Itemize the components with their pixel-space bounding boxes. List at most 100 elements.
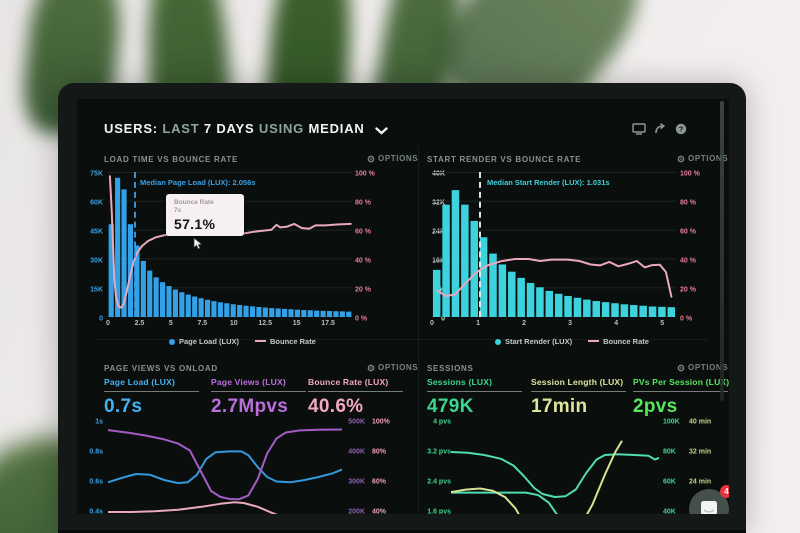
median-annotation-startrender: Median Start Render (LUX): 1.031s (487, 178, 610, 187)
options-button-startrender[interactable]: OPTIONS (677, 154, 728, 163)
help-icon[interactable]: ? (675, 123, 687, 135)
axis-tick-label: 8K (436, 286, 445, 294)
header-users-label: USERS: (104, 121, 158, 136)
axis-tick-label: 40 % (355, 257, 371, 265)
startrender-chart[interactable]: Median Start Render (LUX): 1.031s (432, 172, 676, 317)
legend-line-icon (255, 340, 267, 342)
sessions-chart[interactable] (451, 416, 659, 514)
axis-tick-label: 200K (348, 508, 365, 515)
monitor-icon[interactable] (632, 123, 646, 135)
x-axis-tick-label: 7.5 (197, 320, 208, 327)
dashboard-screen: USERS: LAST 7 DAYS USING MEDIAN (77, 99, 729, 514)
x-axis-tick-label: 12.5 (258, 320, 273, 327)
laptop-base (58, 530, 746, 533)
axis-tick-label: 0 % (355, 315, 368, 323)
legend-startrender: Start Render (LUX) Bounce Rate (495, 337, 649, 346)
axis-tick-label: 500K (348, 418, 365, 426)
loadtime-plot-svg (108, 172, 352, 317)
x-axis-tick-label: 3 (568, 320, 573, 327)
axis-tick-label: 60K (663, 478, 676, 486)
options-button-sessions[interactable]: OPTIONS (677, 363, 728, 372)
axis-tick-label: 80% (372, 448, 387, 456)
median-line-loadtime (133, 172, 136, 317)
axis-tick-label: 100 % (680, 170, 700, 178)
x-axis-tick-label: 5 (660, 320, 665, 327)
period-dropdown[interactable]: USERS: LAST 7 DAYS USING MEDIAN (104, 121, 388, 136)
axis-tick-label: 0.8s (89, 448, 103, 456)
axis-tick-label: 60% (372, 478, 387, 486)
tooltip-subtitle: 7s (174, 207, 182, 215)
axis-tick-label: 100% (372, 418, 390, 426)
x-axis-tick-label: 0 (106, 320, 110, 327)
legend-dot-icon (495, 339, 501, 345)
x-axis-tick-label: 1 (476, 320, 480, 327)
metric-sessions: Sessions (LUX) 479K (427, 377, 527, 418)
svg-text:?: ? (679, 125, 684, 134)
loadtime-chart[interactable]: Median Page Load (LUX): 2.056s (108, 172, 352, 317)
chevron-down-icon (375, 127, 388, 135)
startrender-plot-svg (432, 172, 676, 317)
x-axis-loadtime: 0 2.5 5 7.5 10 12.5 15 17.5 (106, 320, 352, 330)
options-button-loadtime[interactable]: OPTIONS (367, 154, 418, 163)
metric-page-views: Page Views (LUX) 2.7Mpvs (211, 377, 311, 418)
axis-tick-label: 80 % (680, 199, 696, 207)
axis-tick-label: 75K (90, 170, 103, 178)
options-button-pageviews[interactable]: OPTIONS (367, 363, 418, 372)
axis-tick-label: 32K (432, 199, 445, 207)
median-annotation-loadtime: Median Page Load (LUX): 2.056s (140, 178, 256, 187)
header-last-label: LAST (162, 121, 200, 136)
chat-bubble-icon (701, 501, 717, 514)
axis-tick-label: 20 % (355, 286, 371, 294)
analytics-dashboard: USERS: LAST 7 DAYS USING MEDIAN (77, 99, 729, 514)
axis-tick-label: 100 % (355, 170, 375, 178)
axis-tick-label: 3.2 pvs (427, 448, 451, 456)
laptop: USERS: LAST 7 DAYS USING MEDIAN (58, 83, 746, 533)
chat-widget-button[interactable]: 4 (689, 485, 729, 514)
axis-tick-label: 300K (348, 478, 365, 486)
gear-icon (367, 364, 375, 371)
chart-tooltip: Bounce Rate 7s 57.1% (166, 194, 244, 236)
axis-tick-label: 40 min (689, 418, 712, 426)
header-using-label: USING (258, 121, 305, 136)
mouse-cursor-icon (193, 237, 203, 250)
y-axis-left-sessions: 4 pvs 3.2 pvs 2.4 pvs 1.6 pvs (425, 416, 451, 515)
legend-loadtime: Page Load (LUX) Bounce Rate (169, 337, 316, 346)
y-axis-right-loadtime: 100 % 80 % 60 % 40 % 20 % 0 % (355, 170, 385, 323)
share-icon[interactable] (654, 123, 667, 135)
axis-tick-label: 0 % (680, 315, 693, 323)
y-axis-right-k-pageviews: 500K 400K 300K 200K (345, 416, 365, 515)
axis-tick-label: 4 pvs (433, 418, 451, 426)
axis-tick-label: 40 % (680, 257, 696, 265)
panel-divider (418, 147, 419, 514)
axis-tick-label: 24 min (689, 478, 712, 486)
pageviews-plot-svg (108, 428, 342, 514)
axis-tick-label: 60K (90, 199, 103, 207)
axis-tick-label: 0 (99, 315, 103, 323)
axis-tick-label: 60 % (680, 228, 696, 236)
axis-tick-label: 40K (663, 508, 676, 515)
gear-icon (677, 155, 685, 162)
metric-page-load: Page Load (LUX) 0.7s (104, 377, 204, 418)
axis-tick-label: 0 (441, 315, 445, 323)
axis-tick-label: 400K (348, 448, 365, 456)
metric-session-length: Session Length (LUX) 17min (531, 377, 631, 418)
axis-tick-label: 2.4 pvs (427, 478, 451, 486)
y-axis-left-startrender: 40K 32K 24K 16K 8K 0 (425, 171, 445, 323)
y-axis-right-min-sessions: 40 min 32 min 24 min (689, 416, 717, 514)
pageviews-chart[interactable] (108, 416, 342, 514)
tooltip-value: 57.1% (174, 215, 216, 232)
gear-icon (677, 364, 685, 371)
x-axis-tick-label: 4 (614, 320, 619, 327)
header-median-label: MEDIAN (308, 121, 365, 136)
metric-bounce-rate: Bounce Rate (LUX) 40.6% (308, 377, 408, 418)
axis-tick-label: 0.4s (89, 508, 103, 515)
axis-tick-label: 24K (432, 228, 445, 236)
y-axis-left-pageviews: 1s 0.8s 0.6s 0.4s (85, 416, 103, 515)
panel-divider (97, 339, 709, 340)
axis-tick-label: 30K (90, 257, 103, 265)
axis-tick-label: 60 % (355, 228, 371, 236)
x-axis-tick-label: 15 (292, 320, 301, 327)
x-axis-tick-label: 5 (168, 320, 173, 327)
axis-tick-label: 20 % (680, 286, 696, 294)
